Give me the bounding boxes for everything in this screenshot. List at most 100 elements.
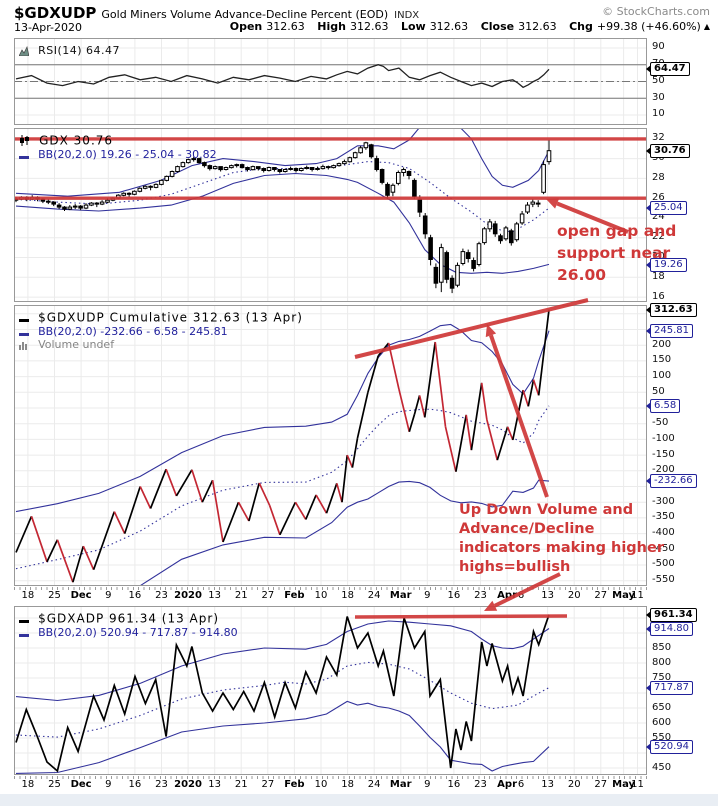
candle-body xyxy=(250,166,256,171)
y-tick-label: -400 xyxy=(652,527,675,539)
date-tick-label: 18 xyxy=(21,590,35,601)
candle-body xyxy=(272,167,277,170)
candle-body xyxy=(56,204,62,208)
candle-body xyxy=(476,243,482,265)
annotation-arrow-shaft xyxy=(556,201,629,234)
adp-bb-legend: BB(20,2.0) 520.94 - 717.87 - 914.80 xyxy=(19,622,238,642)
candle-body xyxy=(342,161,347,165)
candle-body xyxy=(465,252,471,260)
candle-body xyxy=(401,169,406,173)
candle-body xyxy=(363,142,369,149)
candle-body xyxy=(299,168,304,171)
candle-body xyxy=(229,165,234,169)
date-tick-label: 2020 xyxy=(174,779,202,790)
y-tick-label: 20 xyxy=(652,251,665,262)
date-tick-label: 16 xyxy=(128,590,142,601)
candle-body xyxy=(471,260,476,269)
candle-body xyxy=(546,150,552,163)
date-tick-label: Apr xyxy=(497,779,518,790)
minor-ticks xyxy=(14,776,647,779)
candle-body xyxy=(455,264,460,286)
candle-body xyxy=(379,169,385,183)
candle-body xyxy=(492,223,498,235)
y-tick-label: 200 xyxy=(652,338,672,350)
candle-body xyxy=(519,213,525,224)
adp-bb-legend-label: BB(20,2.0) 520.94 - 717.87 - 914.80 xyxy=(38,626,238,639)
date-tick-label: Apr xyxy=(497,590,518,601)
value-badge: 6.58 xyxy=(645,398,681,413)
candlestick-icon xyxy=(19,131,30,150)
y-tick-label: -100 xyxy=(652,432,675,444)
value-badge: 520.94 xyxy=(646,739,693,754)
candle-body xyxy=(304,167,309,169)
gdx-panel xyxy=(14,128,647,302)
candle-body xyxy=(175,166,180,173)
cumulative-line-segment xyxy=(165,468,178,497)
volume-legend-label: Volume undef xyxy=(38,338,115,351)
y-tick-label: 150 xyxy=(652,354,672,366)
candle-body xyxy=(180,162,186,168)
date-tick-label: 18 xyxy=(21,779,35,790)
annotation-text: Up Down Volume and Advance/Decline indic… xyxy=(459,502,664,575)
value-badge: 717.87 xyxy=(646,680,693,695)
line-dash-icon xyxy=(19,322,29,341)
y-tick-label: 16 xyxy=(652,290,665,302)
cumulative-line-segment xyxy=(315,494,328,514)
date-tick-label: 18 xyxy=(341,779,354,790)
candle-body xyxy=(396,172,401,184)
y-tick-label: 50 xyxy=(652,74,665,86)
date-tick-label: May xyxy=(612,590,636,601)
date-tick-label: 11 xyxy=(631,779,644,790)
y-tick-label: -350 xyxy=(652,511,675,523)
cumulative-line-segment xyxy=(351,437,359,468)
y-tick-label: 26 xyxy=(652,191,665,203)
candle-body xyxy=(99,201,105,205)
cumulative-line-segment xyxy=(294,501,307,520)
adp-line xyxy=(15,614,550,773)
y-tick-label: -200 xyxy=(652,464,675,476)
candle-body xyxy=(390,184,396,193)
candle-body xyxy=(309,167,315,170)
y-tick-label: 650 xyxy=(652,701,672,713)
y-tick-label: -150 xyxy=(652,448,675,460)
chart-date: 13-Apr-2020 xyxy=(14,21,83,34)
candle-body xyxy=(352,152,358,159)
candle-body xyxy=(525,204,530,213)
low-label: Low xyxy=(400,20,426,33)
candle-body xyxy=(503,227,509,240)
candle-body xyxy=(196,158,202,164)
value-badge: 30.76 xyxy=(646,144,690,159)
cumulative-line-segment xyxy=(346,454,354,468)
candle-body xyxy=(164,175,169,181)
line-dash-icon xyxy=(19,145,29,164)
y-tick-label: 550 xyxy=(652,731,672,743)
y-tick-label: 28 xyxy=(652,171,665,183)
cumulative-line-segment xyxy=(237,501,250,522)
chg-value: +99.38 (+46.60%) xyxy=(596,20,701,33)
candle-body xyxy=(331,165,336,169)
date-tick-label: 10 xyxy=(314,779,328,790)
rsi-legend: RSI(14) 64.47 xyxy=(18,40,120,60)
annotation-trendline xyxy=(354,614,568,619)
rsi-panel xyxy=(14,38,647,125)
cumulative-line-segment xyxy=(527,379,535,407)
date-tick-label: 9 xyxy=(105,779,112,790)
candle-body xyxy=(72,205,78,208)
cumulative-line-segment xyxy=(398,388,411,433)
date-tick-label: Dec xyxy=(70,590,92,601)
candle-body xyxy=(78,205,83,209)
candle-body xyxy=(89,202,94,206)
annotation-arrowhead xyxy=(485,324,497,338)
gdx-panel-border xyxy=(14,128,647,302)
close-value: 312.63 xyxy=(518,20,557,33)
candle-body xyxy=(266,167,272,171)
candle-body xyxy=(320,166,326,170)
annotation-arrow-shaft xyxy=(489,334,549,498)
date-tick-label: 16 xyxy=(447,590,461,601)
candle-body xyxy=(277,169,283,172)
cumulative-bb-legend: BB(20,2.0) -232.66 - 6.58 - 245.81 xyxy=(19,321,228,341)
cumulative-line-segment xyxy=(191,469,204,503)
date-tick-label: 6 xyxy=(517,590,525,601)
candle-body xyxy=(428,237,433,260)
